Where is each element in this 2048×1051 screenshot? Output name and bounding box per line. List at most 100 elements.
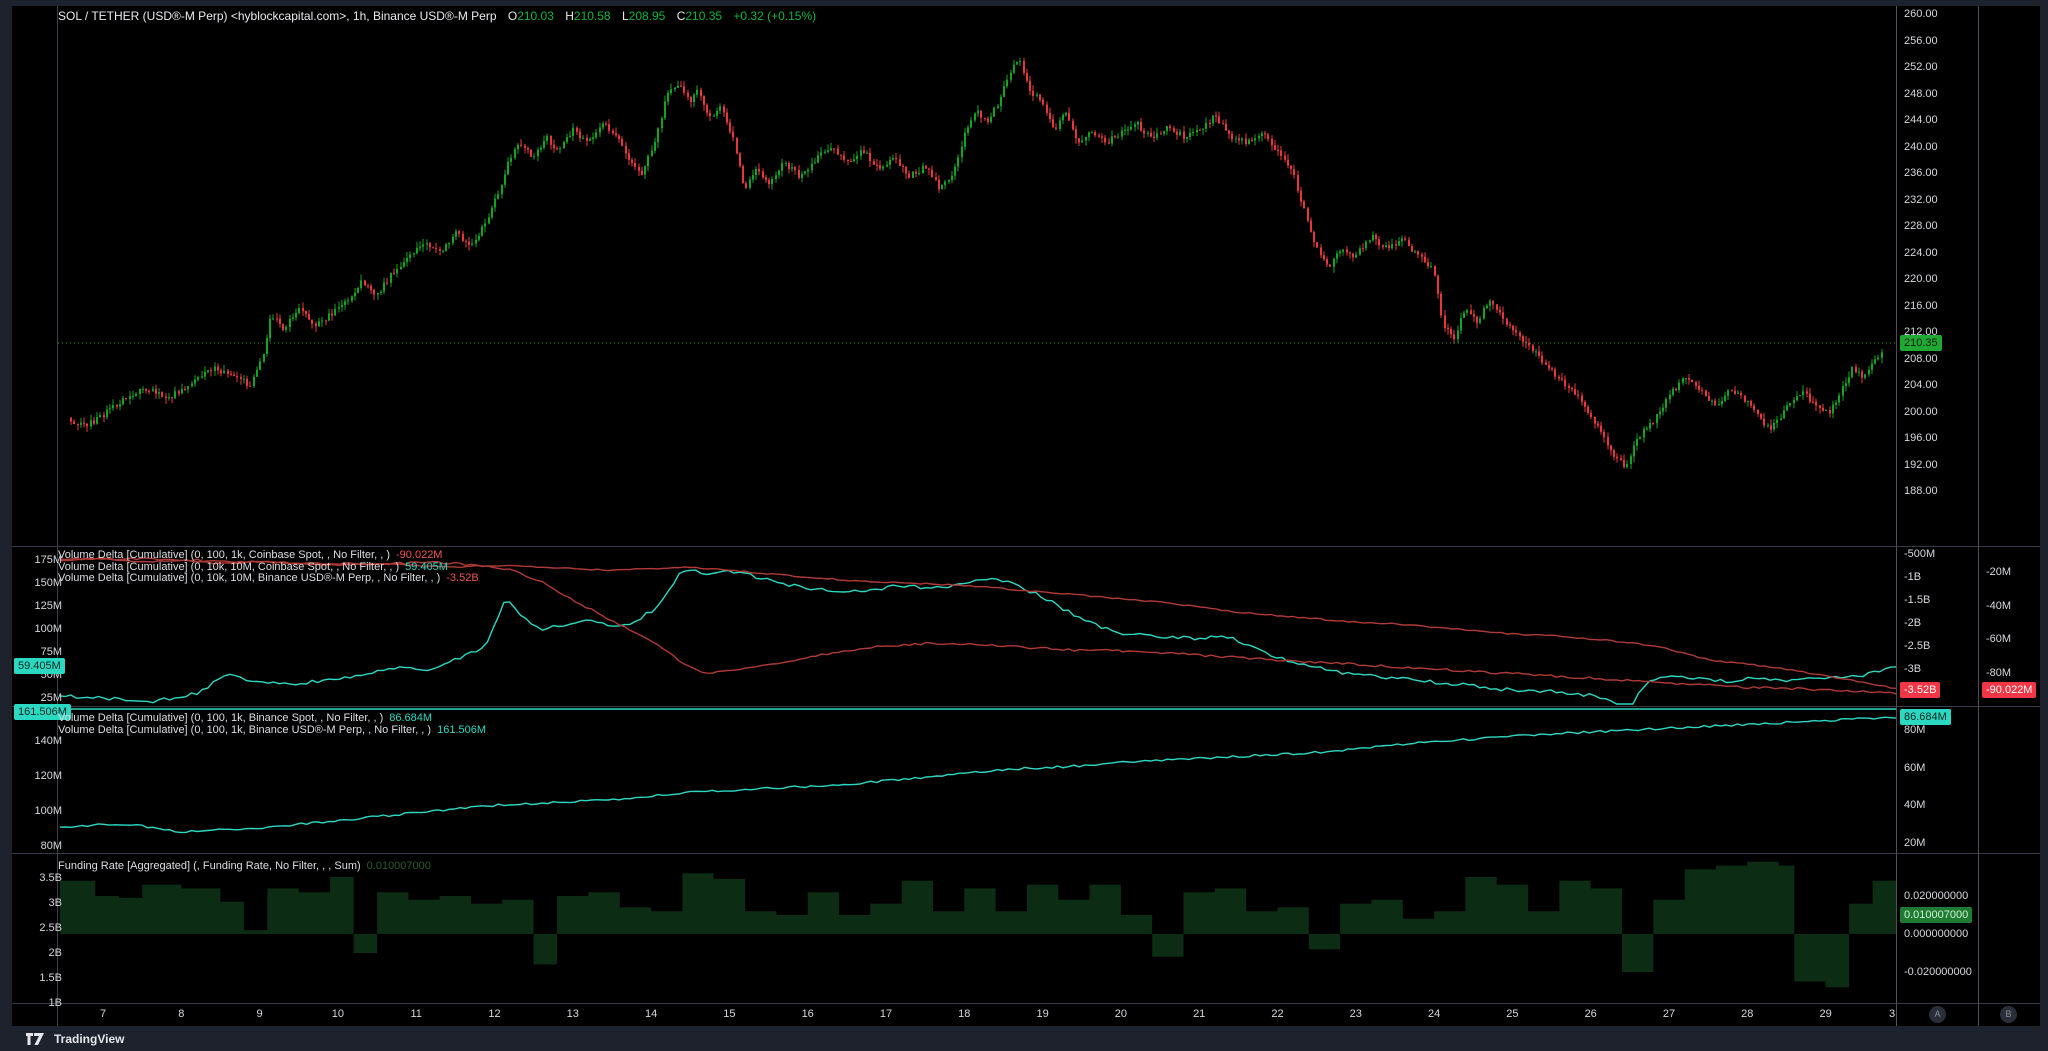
indicator-title[interactable]: Volume Delta [Cumulative] (0, 100, 1k, C… [58,549,390,561]
indicator-value: -90.022M [396,549,443,561]
cvd2-left-scale-tick: 120M [34,770,62,782]
symbol-description[interactable]: SOL / TETHER (USD®-M Perp) <hyblockcapit… [58,9,497,23]
brand-name[interactable]: TradingView [54,1031,125,1046]
time-axis-label: 21 [1193,1008,1206,1020]
indicator-title[interactable]: Volume Delta [Cumulative] (0, 100, 1k, B… [58,712,384,724]
time-axis-label: 16 [801,1008,814,1020]
scale-a-button[interactable]: A [1929,1006,1946,1023]
time-axis-label: 13 [566,1008,579,1020]
price-axis-tick: 200.00 [1904,405,1938,418]
indicator-value: 0.010007000 [366,860,431,872]
time-axis-label: 28 [1741,1008,1754,1020]
indicator-legend-row[interactable]: Volume Delta [Cumulative] (0, 100, 1k, B… [58,724,486,736]
low-label: L [621,9,629,23]
change-value: +0.32 (+0.15%) [733,9,817,23]
time-axis-label: 20 [1114,1008,1128,1020]
time-axis-label: 18 [958,1008,971,1020]
price-axis-tick: 256.00 [1904,34,1938,47]
indicator-legend-row[interactable]: Funding Rate [Aggregated] (, Funding Rat… [58,860,431,872]
funding-left-scale-tick: 1.5B [39,972,62,984]
time-axis-label: 14 [644,1008,658,1020]
time-axis-label: 11 [410,1008,422,1020]
price-axis-tick: 244.00 [1904,114,1938,126]
funding-left-scale-tick: 3.5B [39,872,62,884]
cvd-inner-scale-tick: -3B [1904,663,1922,675]
high-value: 210.58 [573,9,611,23]
open-value: 210.03 [517,9,554,23]
funding-left-scale-tick: 2B [48,947,62,959]
cvd2-left-scale-tick: 140M [34,735,62,747]
funding-right-scale-tick: 0.000000000 [1904,928,1969,940]
indicator-title[interactable]: Volume Delta [Cumulative] (0, 100, 1k, B… [58,723,432,736]
open-label: O [507,9,518,23]
scale-b-button[interactable]: B [2000,1006,2017,1023]
funding-left-scale-tick: 3B [48,897,62,909]
cvd2-spot-value-label: 86.684M [1900,709,1951,726]
cvd2-right-scale-tick: 80M [1904,724,1926,736]
price-axis-tick: 232.00 [1904,193,1938,206]
indicator-value: 59.405M [405,560,448,573]
cvd-left-scale-tick: 25M [40,692,62,704]
price-axis-tick: 252.00 [1904,61,1938,73]
funding-left-scale-tick: 2.5B [39,922,62,934]
indicator-legend-row[interactable]: Volume Delta [Cumulative] (0, 10k, 10M, … [58,572,479,584]
funding-left-scale-tick: 1B [48,997,62,1009]
indicator-legend-row[interactable]: Volume Delta [Cumulative] (0, 100, 1k, B… [58,712,432,724]
pane-separator[interactable] [12,853,2040,854]
time-axis-label: 3 [1888,1008,1896,1020]
funding-right-scale-tick: 0.020000000 [1904,890,1969,902]
cvd2-right-scale-tick: 40M [1904,799,1926,812]
price-axis-tick: 260.00 [1904,8,1938,20]
cvd-outer-scale-tick: -80M [1986,666,2012,679]
cvd-left-scale-tick: 150M [34,577,62,589]
cvd-left-scale-tick: 175M [34,554,62,566]
pane-separator[interactable] [12,546,2040,547]
cvd-outer-scale-tick: -40M [1986,599,2012,612]
bottom-bar: TradingView [0,1026,2048,1051]
cvd-left-scale-tick: 100M [34,623,62,635]
funding-right-scale-tick: -0.020000000 [1904,966,1972,978]
price-axis-tick: 228.00 [1904,220,1938,232]
symbol-title-row[interactable]: SOL / TETHER (USD®-M Perp) <hyblockcapit… [58,9,816,23]
funding-value-label: 0.010007000 [1900,906,1973,923]
price-axis-tick: 220.00 [1904,273,1938,285]
left-scale-border [57,6,58,1026]
indicator-legend-row[interactable]: Volume Delta [Cumulative] (0, 10k, 10M, … [58,561,448,573]
price-axis-border [1896,6,1897,1026]
cvd-inner-scale-tick: -2.5B [1904,640,1931,652]
time-axis-label: 10 [331,1008,345,1020]
tradingview-logo-icon[interactable] [26,1032,46,1046]
indicator-legend-row[interactable]: Volume Delta [Cumulative] (0, 100, 1k, C… [58,549,442,561]
cvd2-right-scale-tick: 60M [1904,761,1926,774]
price-axis-tick: 240.00 [1904,140,1938,153]
price-axis-tick: 204.00 [1904,379,1938,391]
indicator-title[interactable]: Volume Delta [Cumulative] (0, 10k, 10M, … [58,560,400,573]
chart-canvas[interactable] [12,6,2040,1026]
cvd-inner-scale-tick: -2B [1904,617,1922,629]
price-axis-tick: 188.00 [1904,485,1938,497]
cvd-left-scale-tick: 125M [34,600,62,612]
close-label: C [676,9,686,23]
secondary-axis-border [1978,6,1979,1026]
cvd-inner-scale-tick: -500M [1904,548,1936,560]
price-axis-tick: 196.00 [1904,432,1938,444]
time-axis-label: 26 [1584,1008,1597,1020]
last-price-label: 210.35 [1900,334,1942,351]
indicator-value: -3.52B [446,572,479,584]
time-axis-label: 7 [99,1008,107,1020]
price-axis-tick: 216.00 [1904,299,1938,312]
indicator-title[interactable]: Funding Rate [Aggregated] (, Funding Rat… [58,860,361,872]
cvd2-perp-value-label: 161.506M [14,704,71,720]
chart-area[interactable]: SOL / TETHER (USD®-M Perp) <hyblockcapit… [12,6,2040,1026]
high-label: H [565,9,574,23]
cvd-inner-scale-tick: -1B [1904,571,1922,583]
time-axis-label: 25 [1506,1008,1519,1020]
indicator-title[interactable]: Volume Delta [Cumulative] (0, 10k, 10M, … [58,572,441,584]
pane-separator[interactable] [12,706,2040,707]
cvd-inner-scale-tick: -1.5B [1904,594,1931,606]
cvd-left-scale-tick: 75M [40,646,62,658]
time-axis-label: 29 [1819,1008,1832,1020]
cvd2-left-scale-tick: 80M [40,840,62,852]
cvd-outer-scale-tick: -60M [1986,633,2012,645]
cvd-outer-scale-tick: -20M [1986,566,2012,578]
